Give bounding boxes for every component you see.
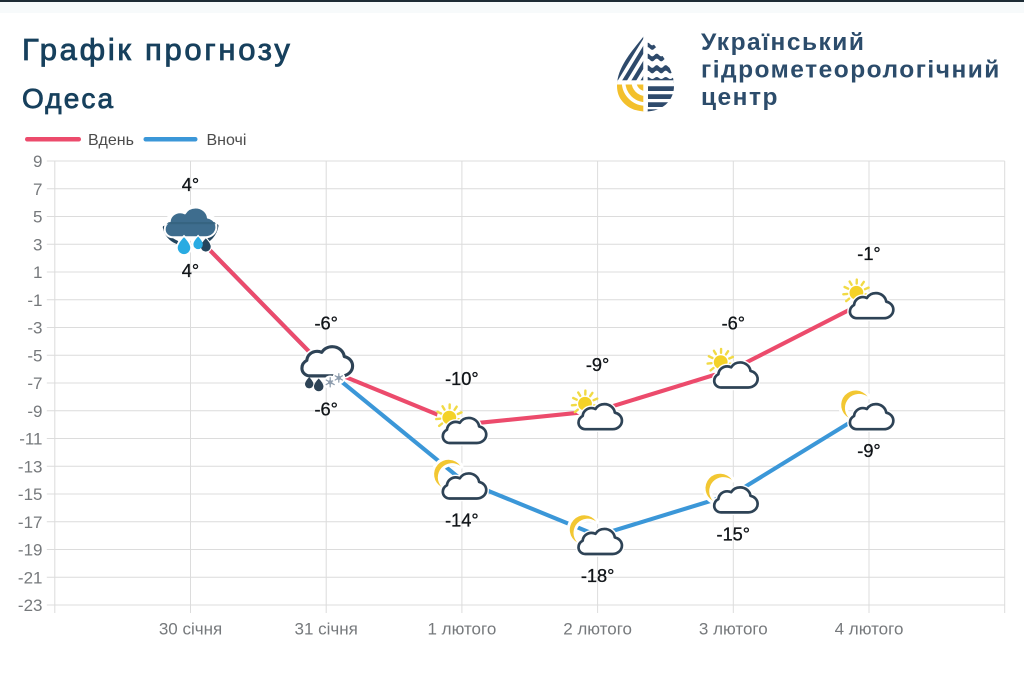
svg-text:Вдень: Вдень <box>88 132 134 149</box>
svg-text:-19: -19 <box>18 541 43 560</box>
svg-text:7: 7 <box>33 180 42 199</box>
svg-text:-6°: -6° <box>314 314 337 334</box>
svg-text:-18°: -18° <box>581 566 615 586</box>
svg-text:4°: 4° <box>182 261 199 281</box>
svg-text:30 січня: 30 січня <box>159 620 222 639</box>
svg-text:-21: -21 <box>18 568 43 587</box>
svg-text:-10°: -10° <box>445 369 479 389</box>
svg-text:-1°: -1° <box>857 244 880 264</box>
svg-text:центр: центр <box>701 84 779 111</box>
svg-text:-6°: -6° <box>722 314 745 334</box>
svg-text:-23: -23 <box>18 596 43 615</box>
svg-text:Одеса: Одеса <box>22 83 115 114</box>
svg-text:-15°: -15° <box>717 525 751 545</box>
svg-text:-14°: -14° <box>445 511 479 531</box>
svg-text:Український: Український <box>701 29 865 56</box>
svg-text:-17: -17 <box>18 513 43 532</box>
svg-text:-9°: -9° <box>586 355 609 375</box>
svg-text:1 лютого: 1 лютого <box>427 620 496 639</box>
svg-text:-9: -9 <box>27 402 42 421</box>
svg-text:Графік прогнозу: Графік прогнозу <box>22 32 293 67</box>
svg-text:-1: -1 <box>27 291 42 310</box>
svg-text:3: 3 <box>33 235 42 254</box>
svg-text:-3: -3 <box>27 319 42 338</box>
svg-text:-9°: -9° <box>857 441 880 461</box>
svg-text:5: 5 <box>33 208 42 227</box>
svg-text:-5: -5 <box>27 346 42 365</box>
svg-text:Вночі: Вночі <box>207 132 247 149</box>
svg-text:-7: -7 <box>27 374 42 393</box>
svg-text:2 лютого: 2 лютого <box>563 620 632 639</box>
svg-text:1: 1 <box>33 263 42 282</box>
svg-text:9: 9 <box>33 152 42 171</box>
svg-text:4 лютого: 4 лютого <box>835 620 904 639</box>
svg-text:3 лютого: 3 лютого <box>699 620 768 639</box>
svg-text:-11: -11 <box>19 430 42 449</box>
svg-text:4°: 4° <box>182 175 199 195</box>
svg-text:31 січня: 31 січня <box>295 620 358 639</box>
svg-text:гідрометеорологічний: гідрометеорологічний <box>701 57 1001 84</box>
svg-text:-15: -15 <box>18 485 43 504</box>
svg-text:-13: -13 <box>18 457 43 476</box>
svg-text:-6°: -6° <box>314 400 337 420</box>
